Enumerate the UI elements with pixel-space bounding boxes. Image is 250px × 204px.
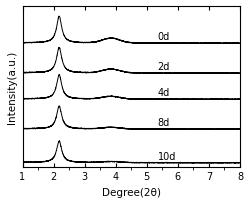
Y-axis label: Intensity(a.u.): Intensity(a.u.) bbox=[7, 50, 17, 123]
Text: 8d: 8d bbox=[158, 118, 170, 128]
Text: 2d: 2d bbox=[158, 62, 170, 72]
Text: 10d: 10d bbox=[158, 151, 176, 161]
Text: 0d: 0d bbox=[158, 32, 170, 42]
Text: 4d: 4d bbox=[158, 88, 170, 98]
X-axis label: Degree(2θ): Degree(2θ) bbox=[102, 187, 161, 197]
